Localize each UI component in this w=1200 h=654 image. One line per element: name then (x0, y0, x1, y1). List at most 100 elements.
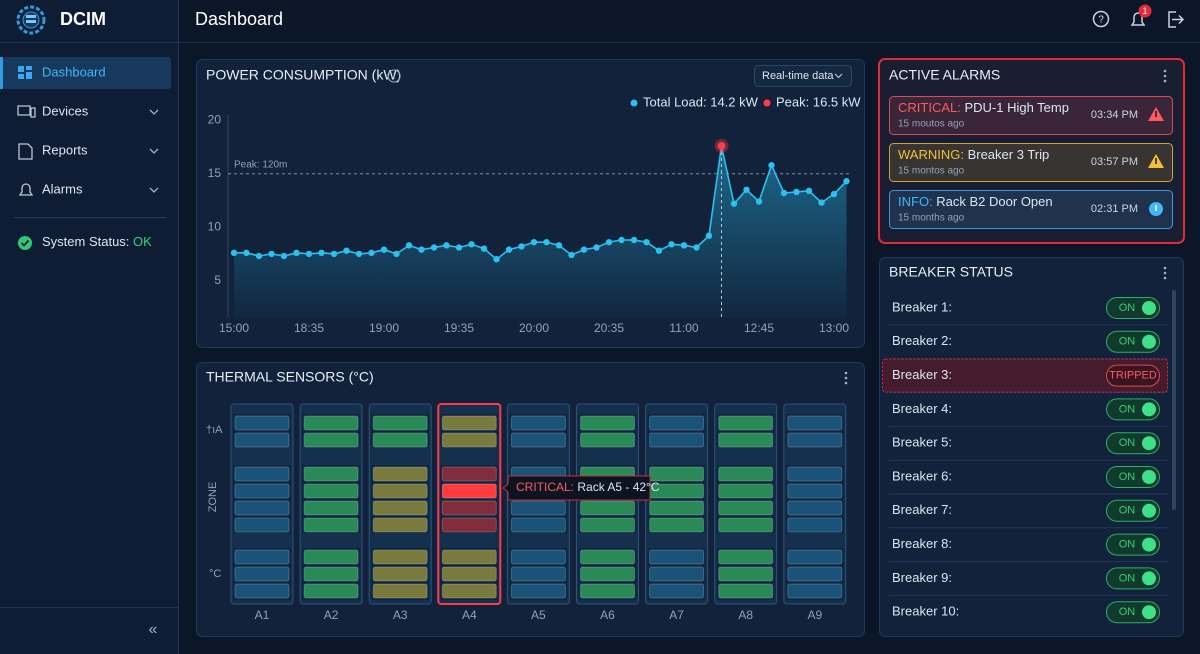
scrollbar[interactable] (1172, 290, 1176, 510)
sensor-cell (580, 517, 635, 533)
data-point (618, 236, 625, 244)
sensor-cell (372, 549, 428, 565)
data-point (230, 249, 238, 257)
breaker-toggle[interactable]: ON (1106, 533, 1160, 556)
sensor-cell (787, 466, 843, 482)
data-point (493, 256, 500, 263)
breaker-toggle[interactable]: ON (1106, 432, 1160, 455)
breaker-name: Breaker 2: (892, 333, 952, 348)
alarm-card[interactable]: WARNING: Breaker 3 Trip 15 montos ago 03:5… (889, 143, 1173, 182)
legend-label: Total Load: 14.2 kW (643, 94, 759, 109)
column-label: A4 (462, 608, 477, 622)
toggle-knob (1142, 571, 1156, 586)
breaker-name: Breaker 9: (892, 570, 952, 585)
sensor-cell (372, 517, 428, 533)
alarm-ago: 15 moutos ago (898, 119, 965, 130)
collapse-button[interactable]: « (149, 621, 158, 638)
nav-item[interactable]: Devices (42, 103, 89, 118)
breaker-toggle[interactable]: ON (1106, 499, 1160, 522)
alarm-card[interactable]: CRITICAL: PDU-1 High Temp 15 moutos ago 03… (889, 96, 1173, 135)
dropdown-label: Real-time data (762, 70, 834, 82)
zone-group (302, 465, 361, 533)
sensor-cell (649, 549, 705, 565)
column-label: A5 (531, 608, 546, 622)
toggle-knob (1142, 402, 1156, 417)
menu-icons[interactable] (844, 69, 1167, 385)
x-tick-label: 11:00 (669, 321, 698, 335)
rack-column[interactable]: A5 (506, 403, 570, 622)
alarm-card[interactable]: INFO: Rack B2 Door Open 15 months ago 02:3… (889, 190, 1173, 229)
sensor-cell (510, 415, 566, 431)
data-point (430, 244, 438, 251)
breaker-state: ON (1119, 606, 1136, 618)
rack-column[interactable]: A9 (783, 403, 847, 622)
nav-item[interactable]: Dashboard (42, 64, 106, 79)
sensor-cell (234, 466, 290, 482)
breaker-toggle[interactable]: ON (1106, 297, 1160, 319)
sensor-cell (787, 566, 843, 582)
breaker-toggle[interactable]: TRIPPED (1106, 364, 1160, 387)
sensor-cell (372, 500, 428, 516)
notification-count: 1 (1142, 6, 1147, 16)
breaker-toggle[interactable]: ON (1106, 601, 1160, 624)
rack-column[interactable]: A4 (437, 403, 502, 622)
alarm-level: CRITICAL: (898, 100, 961, 115)
nav-item[interactable]: Reports (42, 142, 88, 157)
toggle-knob (1142, 503, 1156, 518)
data-point (380, 246, 388, 253)
help-icon[interactable]: ? (1092, 10, 1110, 28)
rack-column[interactable]: A3 (368, 403, 432, 622)
sensor-cell (787, 483, 843, 499)
data-point (693, 244, 700, 251)
breaker-name: Breaker 10: (892, 604, 959, 619)
data-point (255, 252, 263, 260)
logout-icon[interactable] (1168, 11, 1185, 28)
sensor-cell (441, 566, 497, 582)
rack-column[interactable]: A6 (576, 403, 639, 622)
data-point (455, 244, 463, 251)
rack-column[interactable]: A2 (299, 403, 363, 622)
sensor-cell (372, 483, 428, 499)
sensor-cell (303, 466, 359, 482)
sensor-cell (441, 483, 497, 499)
sensor-cell (234, 517, 290, 533)
breaker-toggle[interactable]: ON (1106, 567, 1160, 590)
toggle-knob (1142, 537, 1156, 552)
power-title: POWER CONSUMPTION (kW) (206, 67, 401, 83)
alarm-bg (889, 190, 1173, 229)
sensor-cell (718, 583, 774, 599)
sensor-cell (510, 583, 566, 599)
rack-column[interactable]: A1 (230, 403, 294, 622)
svg-text:?: ? (1098, 15, 1104, 26)
zone-group (647, 465, 706, 533)
breaker-toggle[interactable]: ON (1106, 398, 1160, 421)
notifications-icon[interactable]: 1 (1130, 4, 1152, 26)
data-point (680, 242, 688, 249)
sensor-cell (580, 583, 635, 599)
range-dropdown[interactable]: Real-time data (754, 65, 852, 87)
breaker-toggle[interactable]: ON (1106, 330, 1160, 353)
sensor-cell (234, 583, 290, 599)
data-point (818, 199, 825, 206)
info-icon[interactable]: i (387, 69, 401, 83)
x-tick-label: 20:35 (594, 321, 624, 335)
tooltip: CRITICAL: Rack A5 - 42°C (516, 480, 660, 494)
toggle-knob (1142, 301, 1156, 315)
data-point (293, 249, 300, 257)
rack-column[interactable]: A8 (714, 403, 778, 622)
sensor-cell (718, 517, 774, 533)
rack-column[interactable]: A7 (645, 403, 709, 622)
nav-item[interactable]: Alarms (42, 181, 83, 196)
y-tick-label: 15 (208, 166, 222, 180)
toggle-pill (1106, 364, 1160, 387)
sensor-cell (303, 517, 359, 533)
data-point (518, 243, 525, 250)
alarms-panel (878, 58, 1185, 244)
status-label: System Status: (42, 234, 133, 249)
breaker-state: ON (1119, 403, 1136, 415)
alarm-bg (889, 96, 1173, 135)
column-label: A9 (807, 608, 822, 622)
breaker-toggle[interactable]: ON (1106, 466, 1160, 488)
x-tick-label: 12:45 (744, 321, 774, 335)
alarm-time: 03:57 PM (1091, 156, 1138, 168)
